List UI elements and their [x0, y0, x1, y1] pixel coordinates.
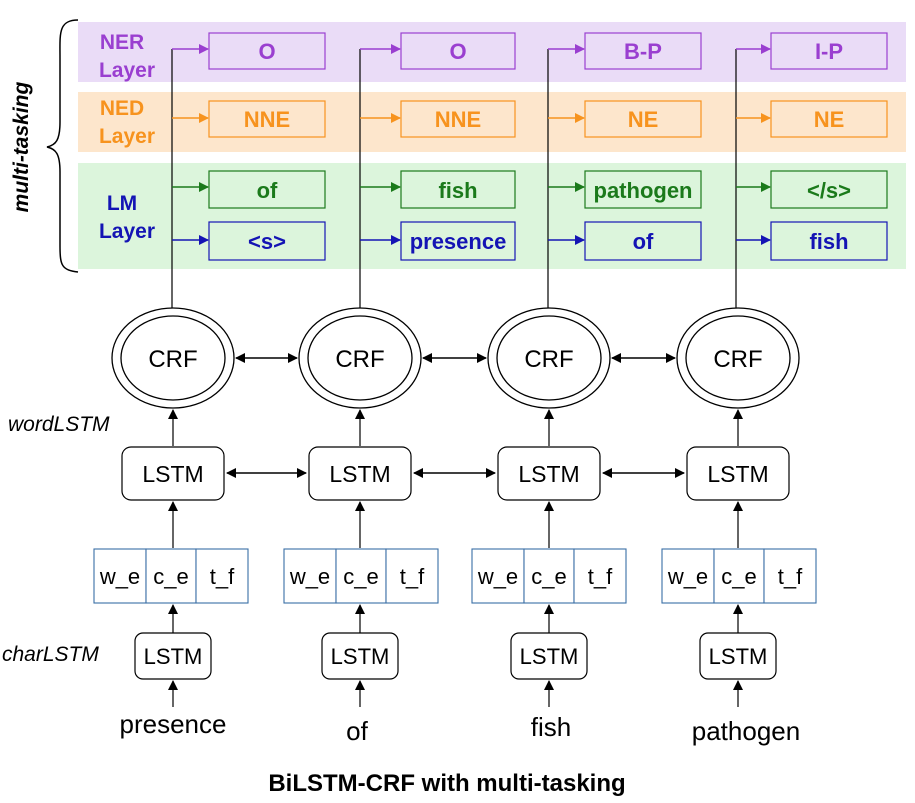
lm-backward-box: [400, 221, 516, 261]
crf-label: CRF: [524, 346, 573, 373]
ner-tag-label: O: [258, 39, 275, 64]
input-word: of: [346, 716, 368, 746]
crf-label: CRF: [335, 346, 384, 373]
lm-layer-label-line1: LM: [107, 192, 137, 215]
word-lstm-label: wordLSTM: [8, 413, 110, 436]
feature-c-e-label: c_e: [531, 564, 566, 589]
feature-c-e-label: c_e: [721, 564, 756, 589]
ned-tag-box: [584, 100, 702, 138]
feature-cell: [283, 548, 337, 604]
feature-w-e-label: w_e: [667, 564, 708, 589]
lm-forward-label: </s>: [807, 178, 851, 203]
ner-tag-box: [400, 32, 516, 70]
feature-t-f-label: t_f: [210, 564, 235, 589]
crf-inner-ring: [685, 315, 791, 401]
ned-tag-label: NNE: [435, 107, 481, 132]
lm-backward-box: [208, 221, 326, 261]
feature-t-f-label: t_f: [778, 564, 803, 589]
feature-cell: [385, 548, 439, 604]
ned-tag-label: NE: [628, 107, 659, 132]
multi-tasking-brace: [46, 19, 79, 273]
ner-tag-label: O: [449, 39, 466, 64]
lm-backward-label: of: [633, 229, 654, 254]
feature-cell: [93, 548, 147, 604]
multi-tasking-label: multi-tasking: [10, 81, 33, 212]
lm-backward-label: fish: [809, 229, 848, 254]
ned-tag-box: [770, 100, 888, 138]
feature-cell: [195, 548, 249, 604]
lm-forward-box: [770, 170, 888, 209]
crf-inner-ring: [496, 315, 602, 401]
lm-forward-label: of: [257, 178, 278, 203]
feature-cell: [523, 548, 575, 604]
feature-c-e-label: c_e: [153, 564, 188, 589]
ned-tag-label: NE: [814, 107, 845, 132]
lm-forward-box: [584, 170, 702, 209]
lm-forward-box: [400, 170, 516, 209]
char-lstm-box: [134, 632, 212, 680]
feature-cell: [335, 548, 387, 604]
feature-cell: [713, 548, 765, 604]
feature-cell: [145, 548, 197, 604]
lm-backward-box: [770, 221, 888, 261]
ner-tag-box: [770, 32, 888, 70]
ner-tag-label: I-P: [815, 39, 843, 64]
ner-tag-box: [584, 32, 702, 70]
ner-tag-box: [208, 32, 326, 70]
word-lstm-box: [497, 446, 601, 501]
ner-tag-label: B-P: [624, 39, 662, 64]
word-lstm-box: [686, 446, 790, 501]
char-lstm-label: LSTM: [520, 644, 579, 669]
columns: O NNE of <s> CRF LSTM w_e c_e t_f LSTM presence O NN…: [93, 32, 888, 746]
feature-w-e-label: w_e: [289, 564, 330, 589]
ner-layer-label-line2: Layer: [99, 59, 155, 82]
crf-inner-ring: [120, 315, 226, 401]
ned-tag-label: NNE: [244, 107, 290, 132]
feature-w-e-label: w_e: [99, 564, 140, 589]
ned-layer-label-line2: Layer: [99, 125, 155, 148]
lm-forward-label: fish: [438, 178, 477, 203]
char-lstm-box: [321, 632, 399, 680]
feature-w-e-label: w_e: [477, 564, 518, 589]
crf-label: CRF: [713, 346, 762, 373]
diagram-caption: BiLSTM-CRF with multi-tasking: [268, 770, 625, 797]
word-lstm-label: LSTM: [707, 461, 768, 487]
char-lstm-label: charLSTM: [2, 643, 99, 666]
feature-cell: [661, 548, 715, 604]
char-lstm-label: LSTM: [144, 644, 203, 669]
lm-backward-box: [584, 221, 702, 261]
feature-cell: [763, 548, 817, 604]
ned-layer-label-line1: NED: [100, 97, 144, 120]
ner-layer-label-line1: NER: [100, 31, 144, 54]
feature-t-f-label: t_f: [588, 564, 613, 589]
char-lstm-label: LSTM: [709, 644, 768, 669]
word-lstm-label: LSTM: [142, 461, 203, 487]
feature-t-f-label: t_f: [400, 564, 425, 589]
ned-tag-box: [208, 100, 326, 138]
crf-label: CRF: [148, 346, 197, 373]
lm-forward-box: [208, 170, 326, 209]
char-lstm-box: [510, 632, 588, 680]
input-word: fish: [531, 712, 571, 742]
lm-layer-label-line2: Layer: [99, 220, 155, 243]
feature-c-e-label: c_e: [343, 564, 378, 589]
feature-cell: [573, 548, 627, 604]
word-lstm-box: [121, 446, 225, 501]
lm-backward-label: <s>: [248, 229, 286, 254]
ned-tag-box: [400, 100, 516, 138]
lm-forward-label: pathogen: [594, 178, 693, 203]
word-lstm-label: LSTM: [329, 461, 390, 487]
word-lstm-label: LSTM: [518, 461, 579, 487]
char-lstm-label: LSTM: [331, 644, 390, 669]
word-lstm-box: [308, 446, 412, 501]
crf-inner-ring: [307, 315, 413, 401]
lm-backward-label: presence: [410, 229, 507, 254]
input-word: presence: [120, 709, 227, 739]
input-word: pathogen: [692, 716, 800, 746]
char-lstm-box: [699, 632, 777, 680]
